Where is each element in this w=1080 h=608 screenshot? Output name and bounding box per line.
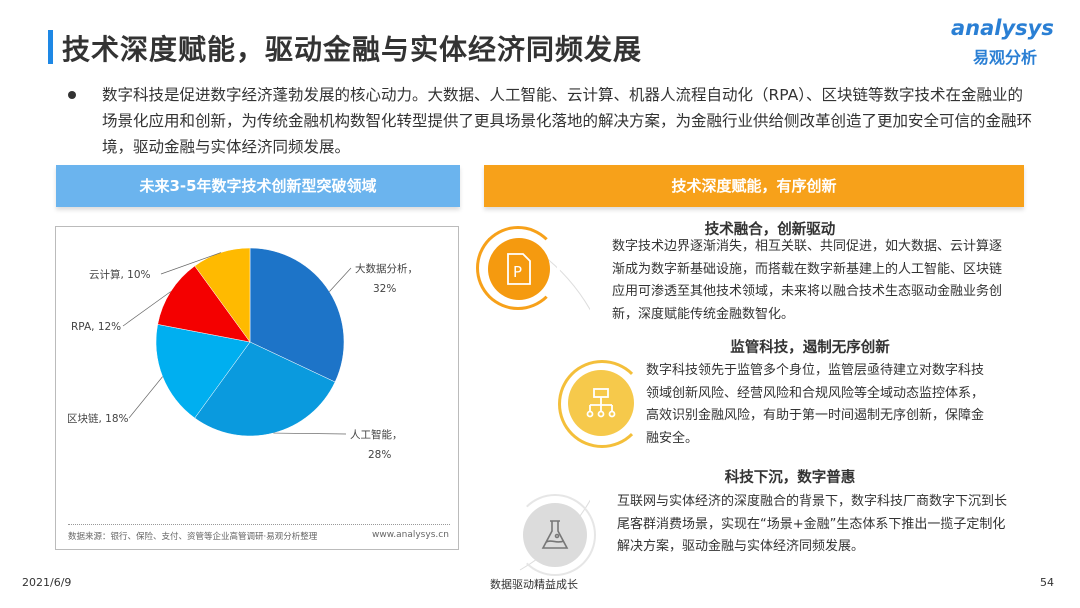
logo-en: analysys	[951, 16, 1054, 40]
section-3-body: 互联网与实体经济的深度融合的背景下，数字科技厂商数字下沉到长尾客群消费场景，实现…	[617, 494, 1008, 554]
leader-line-3	[122, 291, 171, 327]
right-panel-heading: 技术深度赋能，有序创新	[484, 165, 1024, 207]
page-title: 技术深度赋能，驱动金融与实体经济同频发展	[62, 33, 643, 66]
section-1-body: 数字技术边界逐渐消失，相互关联、共同促进，如大数据、云计算逐渐成为数字新基础设施…	[612, 239, 1003, 322]
logo-cn: 易观分析	[973, 48, 1038, 67]
leader-line-4	[160, 252, 222, 275]
footer-date: 2021/6/9	[22, 576, 72, 589]
title-accent-bar	[48, 30, 53, 64]
section-3-title: 科技下沉，数字普惠	[724, 470, 856, 486]
intro-text: 数字科技是促进数字经济蓬勃发展的核心动力。大数据、人工智能、云计算、机器人流程自…	[102, 86, 1033, 156]
footer-slogan: 数据驱动精益成长	[490, 578, 578, 591]
data-source: 数据来源：银行、保险、支付、资管等企业高管调研·易观分析整理	[68, 532, 318, 542]
leader-line-2	[128, 376, 163, 419]
left-panel-heading: 未来3-5年数字技术创新型突破领域	[56, 165, 460, 207]
bullet-icon	[68, 91, 76, 99]
divider	[68, 524, 450, 525]
pie-slice-1	[194, 341, 336, 437]
section-1-title: 技术融合，创新驱动	[704, 222, 836, 238]
pie-label-3: RPA, 12%	[71, 321, 121, 333]
pie-label-2: 区块链, 18%	[67, 412, 129, 425]
logo: analysys 易观分析	[945, 16, 1055, 70]
svg-text:P: P	[513, 263, 522, 281]
section-2-title: 监管科技，遏制无序创新	[730, 340, 890, 356]
pie-label-4: 云计算, 10%	[89, 268, 151, 281]
section-1-ring	[476, 226, 560, 310]
flask-icon	[523, 503, 587, 567]
section-2-body: 数字科技领先于监管多个身位，监管层亟待建立对数字科技领域创新风险、经营风险和合规…	[646, 363, 985, 446]
pie-label-0: 大数据分析， 32%	[355, 262, 418, 295]
document-p-icon: P	[488, 238, 550, 300]
chart-frame	[55, 226, 459, 550]
hierarchy-icon	[568, 370, 634, 436]
section-3-ring	[514, 494, 596, 576]
page-number: 54	[1040, 576, 1054, 589]
pie-label-1: 人工智能， 28%	[350, 428, 403, 461]
pie-chart: 大数据分析， 32% 人工智能， 28% 区块链, 18% RPA, 12% 云计算, 10…	[67, 247, 418, 461]
pie-slice-3	[157, 265, 251, 343]
leader-line-1	[273, 432, 347, 435]
site-url: www.analysys.cn	[372, 530, 449, 540]
section-2-ring	[558, 360, 646, 448]
leader-line-0	[329, 267, 352, 292]
